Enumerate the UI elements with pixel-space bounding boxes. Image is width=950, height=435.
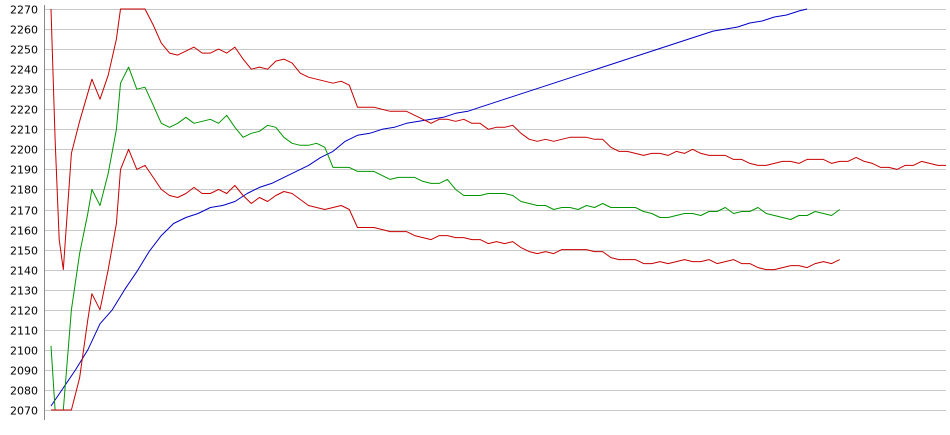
y-axis-ticks: 2070 2080 2090 2100 2110 2120 2130 2140 2150 2160… <box>10 4 38 418</box>
y-tick-label: 2090 <box>10 365 38 378</box>
grid-lines <box>44 9 946 411</box>
y-tick-label: 2120 <box>10 305 38 318</box>
y-tick-label: 2140 <box>10 265 38 278</box>
y-tick-label: 2220 <box>10 104 38 117</box>
y-tick-label: 2100 <box>10 345 38 358</box>
y-tick-label: 2260 <box>10 24 38 37</box>
y-tick-label: 2270 <box>10 4 38 17</box>
y-tick-label: 2190 <box>10 164 38 177</box>
y-tick-label: 2110 <box>10 325 38 338</box>
y-tick-label: 2150 <box>10 245 38 258</box>
series-line-1 <box>50 8 808 407</box>
y-tick-label: 2080 <box>10 385 38 398</box>
y-tick-label: 2210 <box>10 124 38 137</box>
series-line-4 <box>50 8 946 271</box>
series-line-2 <box>50 66 840 411</box>
y-tick-label: 2160 <box>10 225 38 238</box>
y-tick-label: 2180 <box>10 184 38 197</box>
y-tick-label: 2240 <box>10 64 38 77</box>
y-tick-label: 2230 <box>10 84 38 97</box>
y-tick-label: 2250 <box>10 44 38 57</box>
y-tick-label: 2200 <box>10 144 38 157</box>
series-line-3 <box>51 148 840 411</box>
y-tick-label: 2070 <box>10 405 38 418</box>
y-tick-label: 2170 <box>10 205 38 218</box>
series-lines <box>50 8 946 411</box>
y-tick-label: 2130 <box>10 285 38 298</box>
